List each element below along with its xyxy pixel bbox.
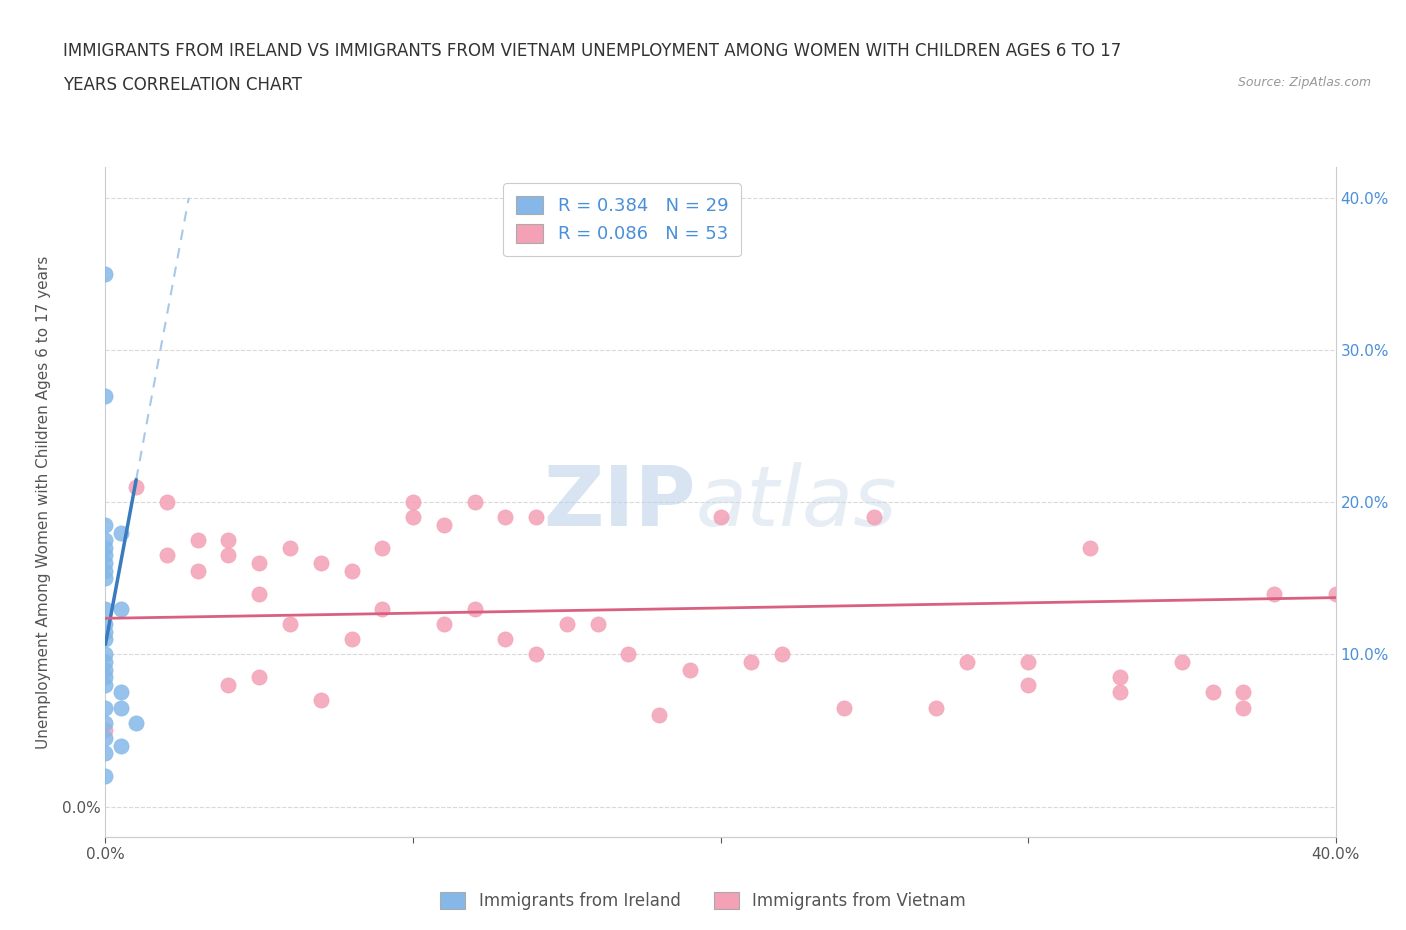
Point bbox=[710, 510, 733, 525]
Point bbox=[555, 617, 578, 631]
Point bbox=[586, 617, 609, 631]
Point bbox=[156, 495, 179, 510]
Point bbox=[94, 731, 117, 746]
Point bbox=[110, 700, 132, 715]
Point bbox=[494, 510, 516, 525]
Point bbox=[464, 602, 486, 617]
Point bbox=[156, 548, 179, 563]
Point bbox=[925, 700, 948, 715]
Point bbox=[94, 540, 117, 555]
Point bbox=[218, 677, 240, 692]
Point bbox=[125, 715, 148, 730]
Point bbox=[94, 617, 117, 631]
Point bbox=[863, 510, 886, 525]
Point bbox=[1201, 685, 1223, 700]
Point bbox=[278, 617, 301, 631]
Legend: R = 0.384   N = 29, R = 0.086   N = 53: R = 0.384 N = 29, R = 0.086 N = 53 bbox=[503, 183, 741, 256]
Point bbox=[110, 738, 132, 753]
Point bbox=[94, 548, 117, 563]
Point bbox=[524, 510, 547, 525]
Point bbox=[402, 510, 425, 525]
Point bbox=[94, 624, 117, 639]
Point bbox=[94, 700, 117, 715]
Point bbox=[1232, 685, 1254, 700]
Point bbox=[1078, 540, 1101, 555]
Text: atlas: atlas bbox=[696, 461, 897, 543]
Point bbox=[94, 267, 117, 282]
Point bbox=[433, 518, 456, 533]
Point bbox=[94, 602, 117, 617]
Point bbox=[278, 540, 301, 555]
Point bbox=[94, 631, 117, 646]
Point bbox=[94, 715, 117, 730]
Point bbox=[1263, 586, 1285, 601]
Point bbox=[309, 555, 332, 570]
Point bbox=[402, 495, 425, 510]
Point bbox=[247, 670, 270, 684]
Point bbox=[309, 693, 332, 708]
Point bbox=[94, 388, 117, 403]
Point bbox=[110, 602, 132, 617]
Point bbox=[218, 533, 240, 548]
Text: IMMIGRANTS FROM IRELAND VS IMMIGRANTS FROM VIETNAM UNEMPLOYMENT AMONG WOMEN WITH: IMMIGRANTS FROM IRELAND VS IMMIGRANTS FR… bbox=[63, 42, 1122, 60]
Point bbox=[340, 564, 363, 578]
Point bbox=[125, 480, 148, 495]
Point bbox=[464, 495, 486, 510]
Y-axis label: Unemployment Among Women with Children Ages 6 to 17 years: Unemployment Among Women with Children A… bbox=[35, 256, 51, 749]
Point bbox=[94, 746, 117, 761]
Point bbox=[94, 655, 117, 670]
Point bbox=[94, 564, 117, 578]
Point bbox=[1171, 655, 1194, 670]
Point bbox=[1324, 586, 1347, 601]
Point bbox=[740, 655, 762, 670]
Point bbox=[247, 555, 270, 570]
Point bbox=[94, 533, 117, 548]
Point bbox=[832, 700, 855, 715]
Point bbox=[524, 647, 547, 662]
Point bbox=[94, 769, 117, 784]
Point bbox=[679, 662, 702, 677]
Point bbox=[247, 586, 270, 601]
Point bbox=[218, 548, 240, 563]
Text: ZIP: ZIP bbox=[544, 461, 696, 543]
Legend: Immigrants from Ireland, Immigrants from Vietnam: Immigrants from Ireland, Immigrants from… bbox=[433, 885, 973, 917]
Point bbox=[340, 631, 363, 646]
Point bbox=[187, 564, 209, 578]
Point bbox=[94, 571, 117, 586]
Point bbox=[1109, 670, 1132, 684]
Text: Source: ZipAtlas.com: Source: ZipAtlas.com bbox=[1237, 76, 1371, 89]
Point bbox=[187, 533, 209, 548]
Point bbox=[648, 708, 671, 723]
Point bbox=[110, 685, 132, 700]
Point bbox=[617, 647, 640, 662]
Point bbox=[94, 518, 117, 533]
Point bbox=[371, 540, 394, 555]
Point bbox=[1017, 655, 1039, 670]
Point bbox=[94, 723, 117, 737]
Point bbox=[94, 647, 117, 662]
Point bbox=[494, 631, 516, 646]
Point bbox=[94, 555, 117, 570]
Point bbox=[110, 525, 132, 540]
Point bbox=[94, 670, 117, 684]
Point bbox=[94, 662, 117, 677]
Point bbox=[371, 602, 394, 617]
Point bbox=[1017, 677, 1039, 692]
Point bbox=[1232, 700, 1254, 715]
Point bbox=[94, 677, 117, 692]
Text: YEARS CORRELATION CHART: YEARS CORRELATION CHART bbox=[63, 76, 302, 94]
Point bbox=[770, 647, 793, 662]
Point bbox=[433, 617, 456, 631]
Point bbox=[1109, 685, 1132, 700]
Point bbox=[956, 655, 979, 670]
